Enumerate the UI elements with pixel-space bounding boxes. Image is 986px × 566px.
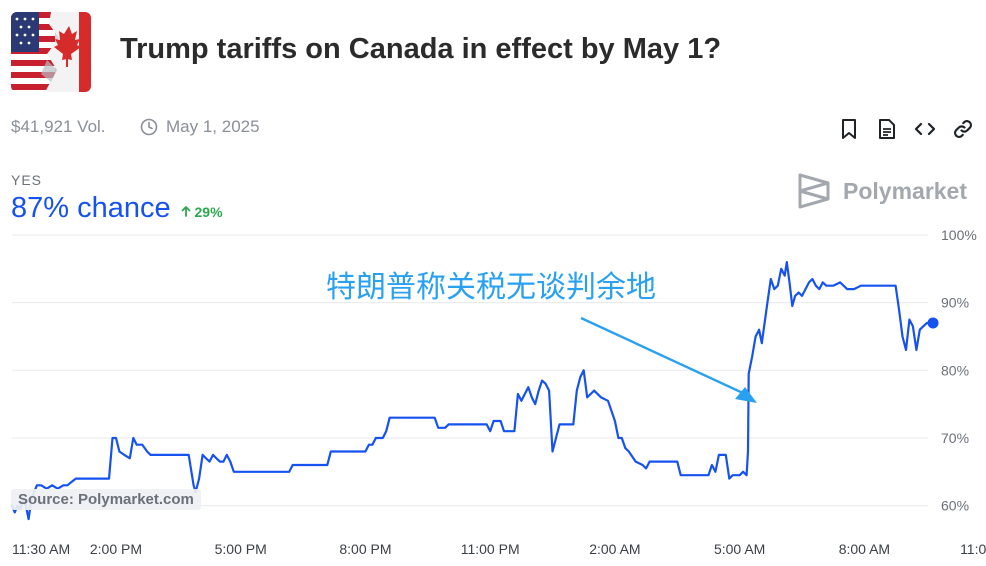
market-title: Trump tariffs on Canada in effect by May… [120, 33, 722, 65]
y-tick-label: 100% [941, 227, 977, 243]
us-canada-flags-image [11, 12, 91, 92]
outcome-label: YES [11, 172, 43, 188]
bookmark-button[interactable] [836, 116, 862, 142]
clock-icon [140, 118, 158, 136]
annotation-arrow [580, 316, 757, 403]
y-tick-label: 70% [941, 430, 969, 446]
x-tick-label: 11:00 AM [960, 541, 986, 557]
change-value: 29% [194, 204, 223, 220]
document-button[interactable] [874, 116, 900, 142]
x-tick-label: 11:30 AM [12, 541, 70, 557]
y-axis-ticks: 60% 70% 80% 90% 100% [941, 227, 977, 514]
x-tick-label: 11:00 PM [461, 541, 520, 557]
document-icon [879, 119, 895, 139]
y-tick-label: 80% [941, 362, 969, 378]
market-thumbnail [11, 12, 91, 92]
end-date-text: May 1, 2025 [166, 117, 260, 136]
x-tick-label: 5:00 AM [714, 541, 765, 557]
x-tick-label: 8:00 AM [839, 541, 890, 557]
embed-button[interactable] [912, 116, 938, 142]
link-icon [954, 120, 972, 138]
copy-link-button[interactable] [950, 116, 976, 142]
x-axis-ticks: 11:30 AM 2:00 PM 5:00 PM 8:00 PM 11:00 PM 2:0… [12, 541, 986, 557]
arrow-up-icon [181, 206, 191, 217]
x-tick-label: 2:00 PM [90, 541, 142, 557]
change-badge: 29% [181, 204, 223, 220]
x-tick-label: 8:00 PM [339, 541, 391, 557]
y-tick-label: 90% [941, 295, 969, 311]
chance-row: 87% chance 29% [11, 192, 223, 225]
polymarket-brand: Polymarket [797, 172, 967, 210]
series-end-point [927, 317, 939, 329]
x-tick-label: 2:00 AM [589, 541, 640, 557]
market-actions [836, 116, 976, 142]
volume-text: $41,921 Vol. [11, 117, 106, 136]
bookmark-icon [842, 119, 856, 139]
annotation-text: 特朗普称关税无谈判余地 [326, 270, 656, 305]
x-tick-label: 5:00 PM [215, 541, 267, 557]
chance-value: 87% chance [11, 192, 171, 224]
brand-name: Polymarket [843, 177, 968, 204]
code-icon [914, 122, 936, 136]
source-label: Source: Polymarket.com [11, 489, 201, 510]
series-line [10, 261, 935, 521]
end-date: May 1, 2025 [140, 117, 260, 137]
polymarket-logo-icon [798, 173, 830, 209]
y-tick-label: 60% [941, 498, 969, 514]
